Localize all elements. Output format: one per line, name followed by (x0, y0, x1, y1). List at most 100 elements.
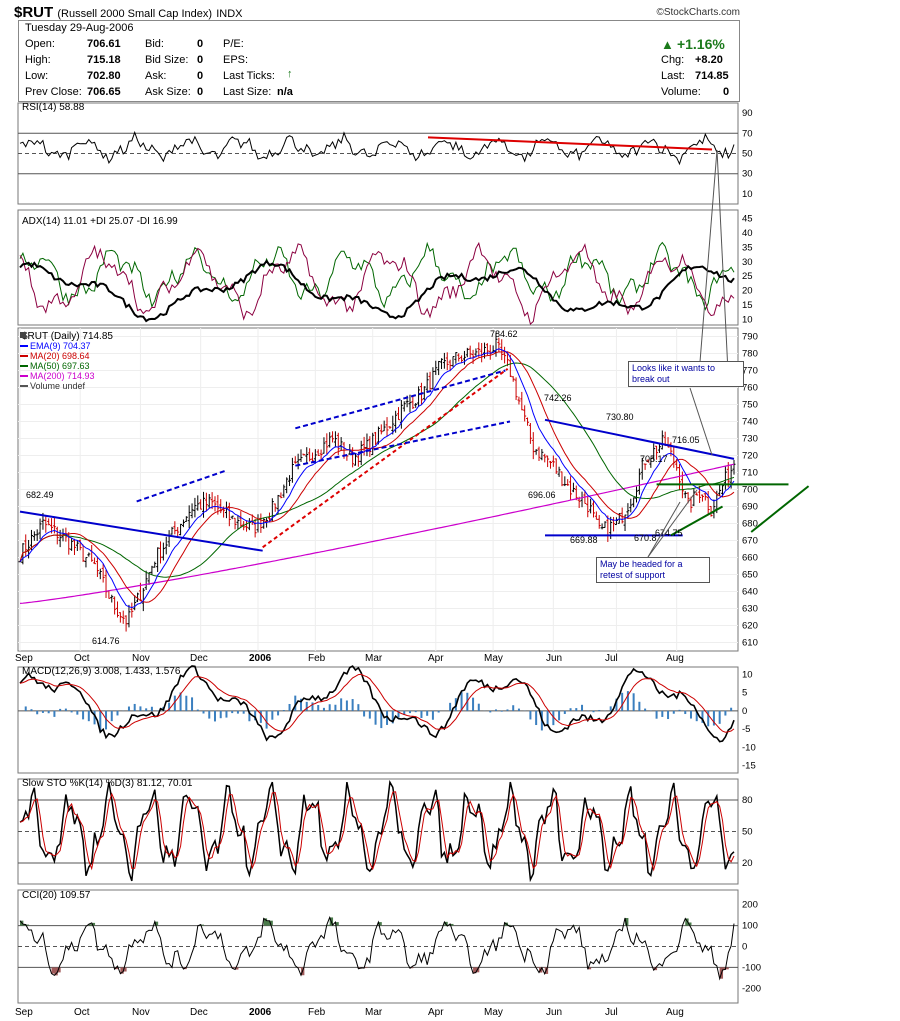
macd-hist-bar (219, 710, 222, 719)
macd-tick--10: -10 (742, 742, 756, 753)
note2-pointer-a (647, 501, 681, 558)
macd-hist-bar (621, 692, 624, 711)
macd-hist-bar (374, 710, 377, 725)
macd-hist-bar (575, 708, 578, 711)
price-tick-710: 710 (742, 468, 758, 479)
macd-hist-bar (712, 710, 715, 726)
up-arrow-icon: ↑ (287, 68, 293, 80)
adx-tick-35: 35 (742, 242, 753, 253)
macd-hist-bar (512, 705, 515, 711)
macd-hist-bar (311, 702, 314, 711)
bid-size-value: 0 (197, 54, 204, 66)
macd-hist-bar (345, 700, 348, 711)
macd-hist-bar (282, 710, 285, 711)
macd-hist-bar (328, 704, 331, 711)
sto-tick-80: 80 (742, 795, 753, 806)
price-label-614.76: 614.76 (92, 636, 120, 646)
triangle-line-1 (670, 505, 724, 537)
breakout-note-line1: Looks like it wants to (632, 363, 716, 373)
macd-hist-bar (288, 703, 291, 711)
rsi-tick-90: 90 (742, 108, 753, 119)
price-label-742.26: 742.26 (544, 393, 572, 403)
price-label-784.62: 784.62 (490, 329, 518, 339)
macd-hist-bar (53, 710, 56, 717)
quote-box: Tuesday 29-Aug-2006 Open: 706.61 High: 7… (18, 20, 740, 102)
price-label-682.49: 682.49 (26, 490, 54, 500)
high-value: 715.18 (87, 54, 121, 66)
ema9-line (19, 348, 735, 609)
macd-hist-bar (357, 704, 360, 711)
high-label: High: (25, 54, 51, 66)
price-legend-swatch (20, 332, 26, 338)
x-label-Nov: Nov (132, 653, 150, 664)
x-label-bottom-May: May (484, 1007, 503, 1018)
macd-hist-bar (380, 710, 383, 729)
volume-value: 0 (723, 86, 730, 98)
macd-hist-bar (695, 710, 698, 722)
macd-hist-bar (431, 710, 434, 720)
macd-hist-bar (36, 710, 39, 715)
macd-hist-bar (420, 710, 423, 718)
macd-line (19, 665, 735, 743)
cci-title: CCI(20) 109.57 (22, 890, 91, 901)
cci-neg-fill (114, 967, 118, 970)
support-note-line1: May be headed for a (600, 559, 683, 569)
macd-hist-bar (41, 710, 44, 713)
macd-hist-bar (569, 708, 572, 711)
price-tick-790: 790 (742, 332, 758, 343)
open-label: Open: (25, 38, 55, 50)
note1-pointer-a (699, 149, 718, 363)
macd-hist-bar (672, 710, 675, 714)
macd-hist-bar (277, 710, 280, 716)
macd-hist-bar (500, 710, 503, 712)
x-label-May: May (484, 653, 503, 664)
macd-hist-bar (403, 710, 406, 715)
note2-pointer-b (647, 489, 698, 558)
macd-hist-bar (133, 703, 136, 711)
price-tick-690: 690 (742, 502, 758, 513)
price-tick-670: 670 (742, 536, 758, 547)
macd-hist-bar (615, 698, 618, 711)
x-label-Aug: Aug (666, 653, 684, 664)
macd-hist-bar (718, 710, 721, 724)
macd-hist-bar (185, 695, 188, 711)
price-tick-640: 640 (742, 587, 758, 598)
macd-hist-bar (236, 710, 239, 714)
bid-value: 0 (197, 38, 204, 50)
cci-pos-fill (25, 924, 30, 926)
adx-tick-45: 45 (742, 214, 753, 225)
x-label-Apr: Apr (428, 653, 444, 664)
macd-title: MACD(12,26,9) 3.008, 1.433, 1.576 (22, 666, 181, 677)
macd-hist-bar (225, 710, 228, 718)
cci-neg-fill (51, 967, 55, 974)
macd-hist-bar (99, 710, 102, 733)
cci-neg-fill (235, 967, 239, 970)
credit: ©StockCharts.com (656, 7, 740, 18)
macd-hist-bar (563, 710, 566, 714)
macd-hist-bar (581, 704, 584, 711)
macd-hist-bar (87, 710, 90, 722)
cci-pos-fill (88, 924, 93, 926)
price-label-705.17: 705.17 (640, 454, 668, 464)
adx-tick-25: 25 (742, 271, 753, 282)
adx-tick-20: 20 (742, 286, 753, 297)
macd-hist-bar (626, 691, 629, 711)
macd-hist-bar (248, 710, 251, 722)
macd-hist-bar (116, 710, 119, 716)
adx-tick-15: 15 (742, 300, 753, 311)
ask-label: Ask: (145, 70, 167, 82)
macd-hist-bar (684, 710, 687, 715)
x-label-bottom-Oct: Oct (74, 1007, 90, 1018)
macd-hist-bar (552, 710, 555, 726)
x-label-bottom-Aug: Aug (666, 1007, 684, 1018)
last-ticks-label: Last Ticks: (223, 70, 275, 82)
x-label-bottom-Dec: Dec (190, 1007, 208, 1018)
cci-neg-fill (364, 967, 368, 969)
macd-hist-bar (168, 702, 171, 711)
macd-hist-bar (213, 710, 216, 722)
macd-hist-bar (191, 697, 194, 711)
cci-pos-fill (507, 924, 511, 926)
cci-pos-fill (450, 923, 454, 926)
macd-hist-bar (265, 710, 268, 729)
